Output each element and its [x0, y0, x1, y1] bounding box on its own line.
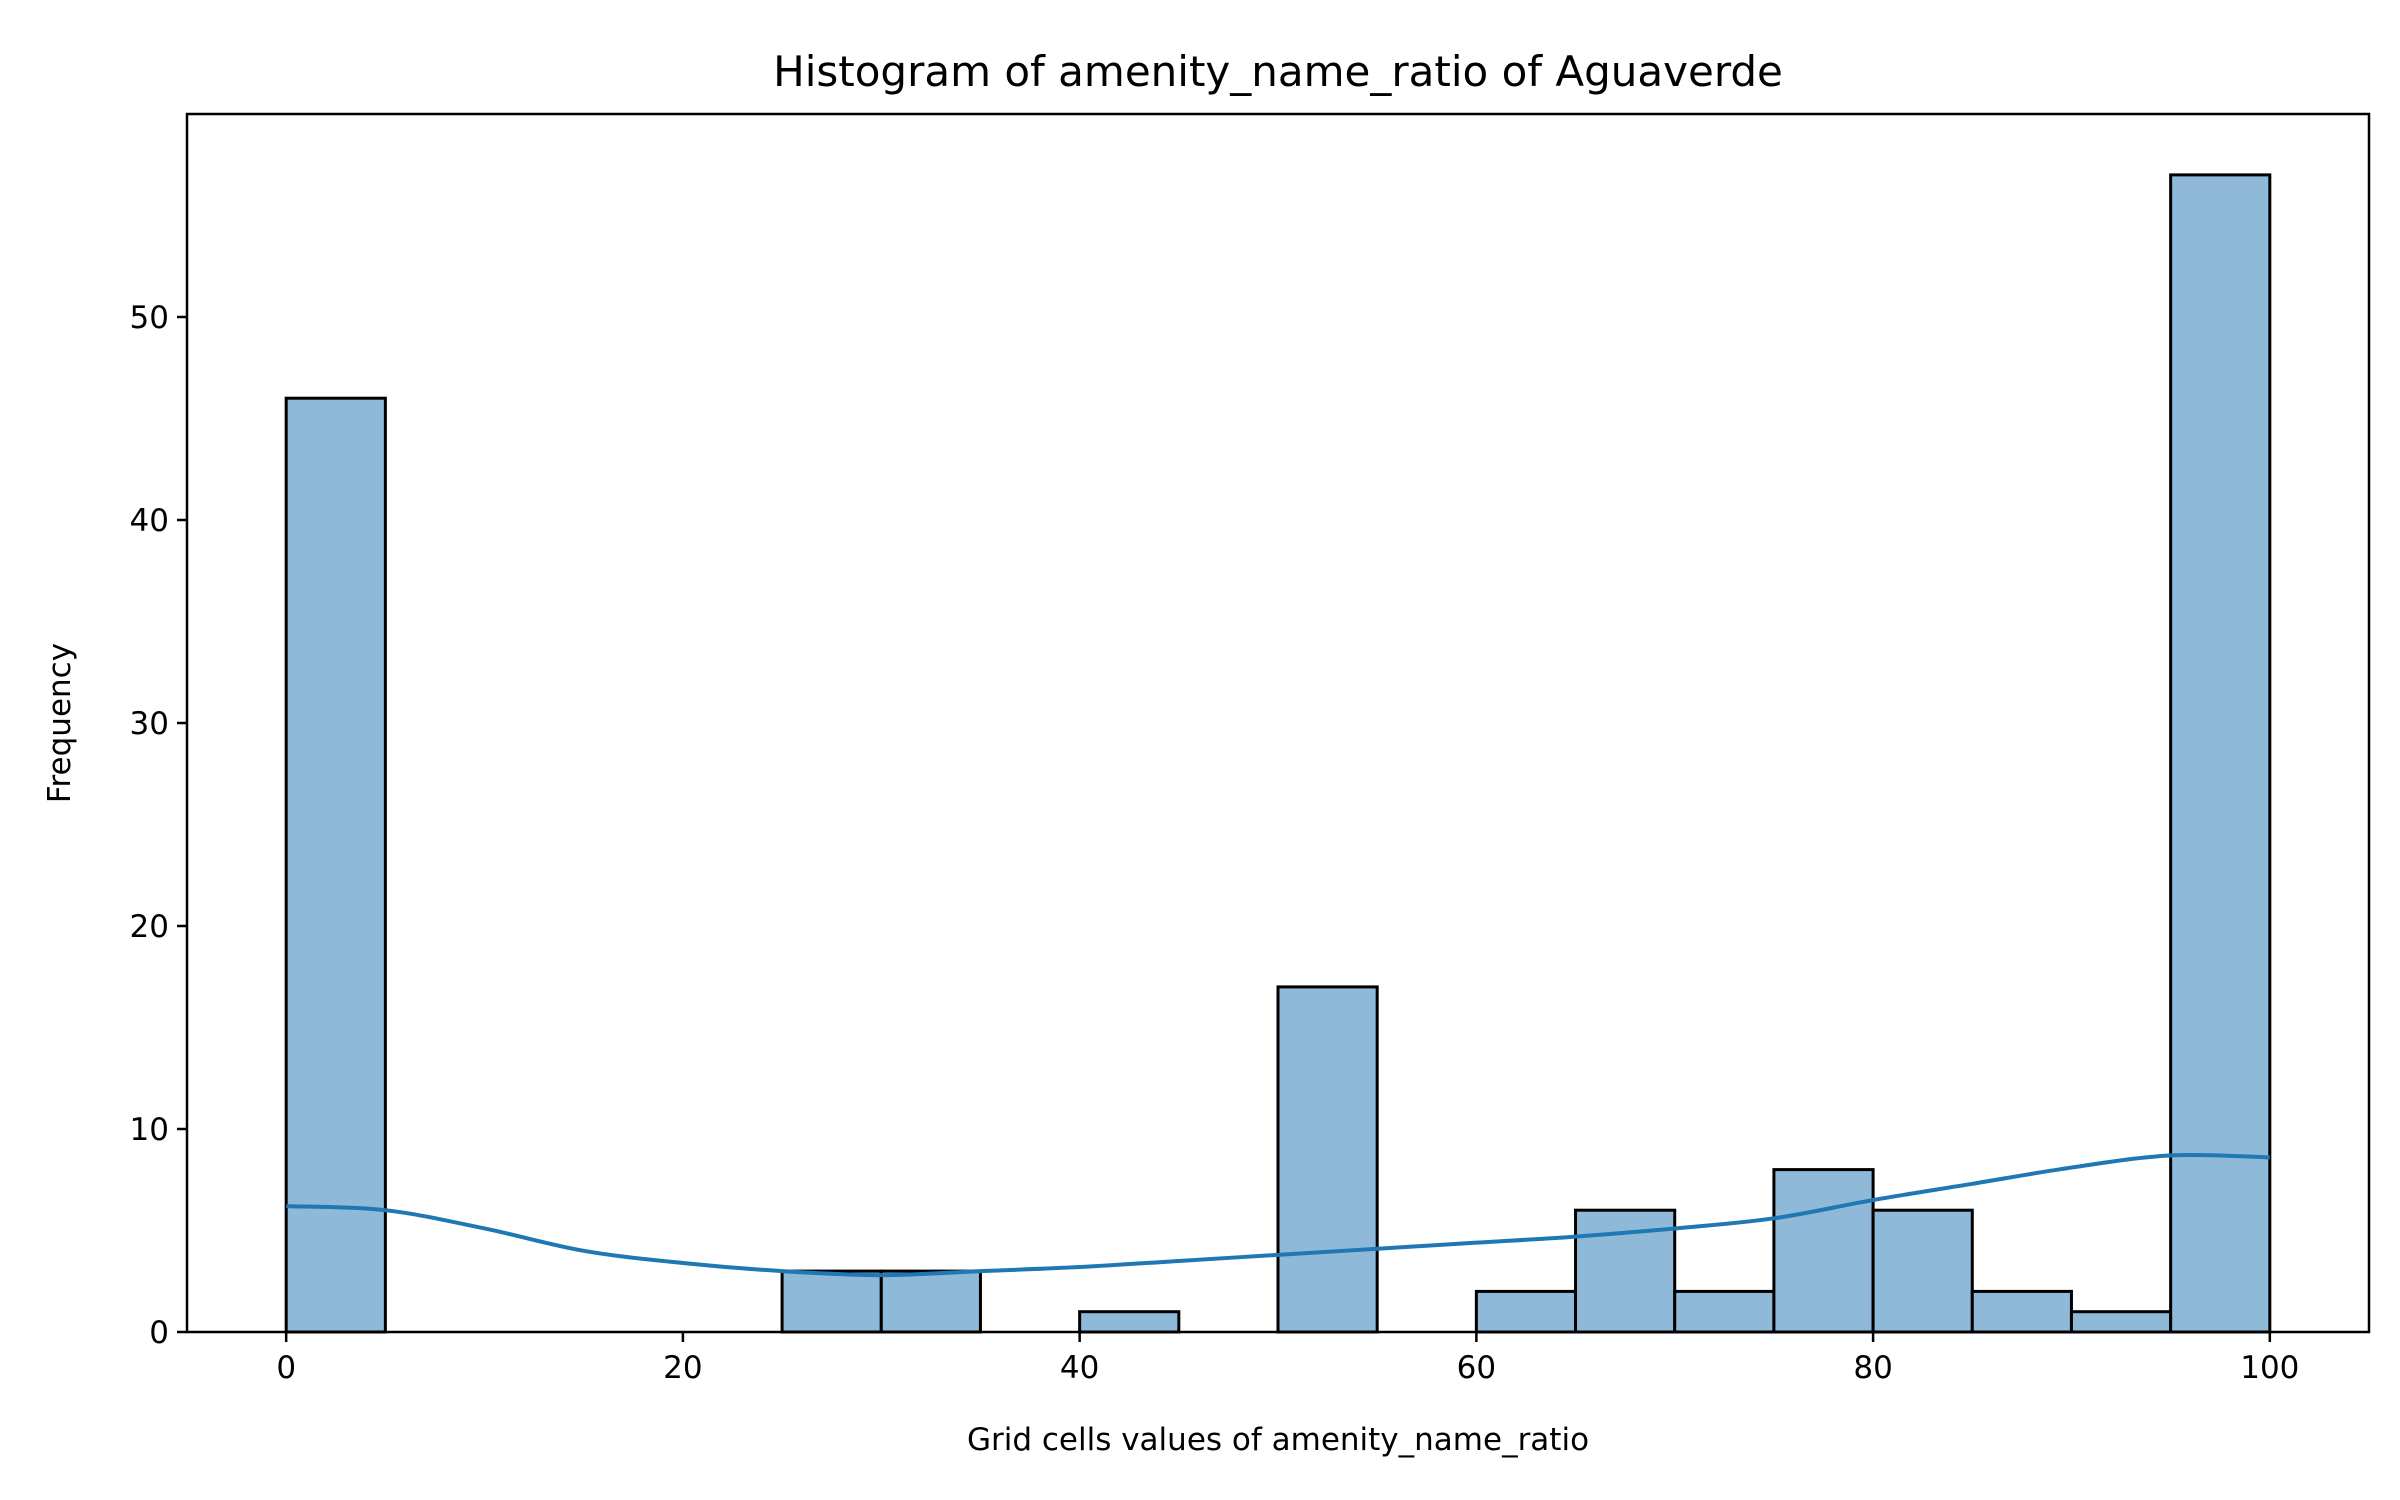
histogram-bar-18	[2069, 1310, 2173, 1334]
y-axis-label: Frequency	[42, 643, 78, 803]
histogram-bar-0	[284, 396, 387, 1334]
x-axis-label: Grid cells values of amenity_name_ratio	[967, 1422, 1589, 1458]
x-tick-label-1: 20	[663, 1350, 702, 1386]
histogram-bar-19	[2169, 173, 2272, 1334]
x-tick-label-2: 40	[1060, 1350, 1099, 1386]
histogram-bar-16	[1871, 1208, 1974, 1334]
y-tick-label-1: 10	[130, 1112, 169, 1148]
y-tick-label-0: 0	[149, 1315, 169, 1351]
x-tick-label-3: 60	[1457, 1350, 1496, 1386]
chart-title: Histogram of amenity_name_ratio of Aguav…	[773, 47, 1783, 96]
histogram-bar-17	[1970, 1289, 2073, 1334]
y-tick-label-4: 40	[130, 503, 169, 539]
histogram-bar-5	[780, 1269, 883, 1334]
histogram-bar-15	[1772, 1168, 1875, 1334]
x-tick-label-5: 100	[2240, 1350, 2299, 1386]
histogram-bars	[284, 173, 2272, 1334]
y-axis-ticks: 0 10 20 30 40 50	[130, 300, 187, 1351]
x-tick-label-4: 80	[1853, 1350, 1892, 1386]
y-tick-label-3: 30	[130, 706, 169, 742]
x-axis-ticks: 0 20 40 60 80 100	[276, 1332, 2299, 1386]
histogram-bar-8	[1078, 1310, 1181, 1334]
histogram-bar-12	[1474, 1289, 1578, 1334]
y-tick-label-5: 50	[130, 300, 169, 336]
histogram-bar-6	[879, 1269, 982, 1334]
histogram-bar-14	[1673, 1289, 1776, 1334]
x-tick-label-0: 0	[276, 1350, 296, 1386]
histogram-bar-10	[1276, 985, 1379, 1334]
y-tick-label-2: 20	[130, 909, 169, 945]
kde-curve	[286, 1152, 2270, 1278]
